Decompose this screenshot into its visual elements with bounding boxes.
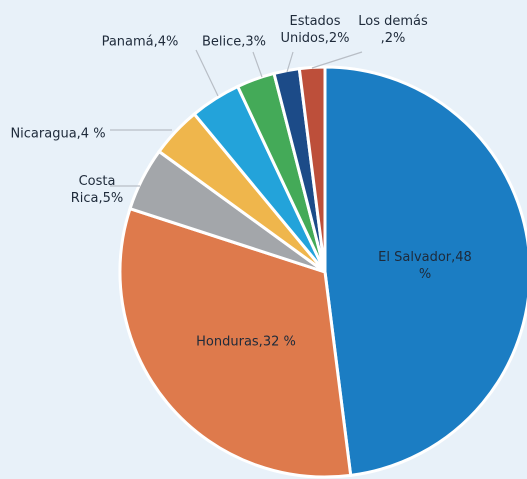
leader-line xyxy=(252,51,263,78)
leader-line xyxy=(195,49,219,97)
data-label: Panamá,4% xyxy=(101,34,179,50)
pie-slice xyxy=(118,206,353,479)
pie xyxy=(118,65,527,479)
data-label: Nicaragua,4 % xyxy=(10,126,106,142)
data-label: Estados Unidos,2% xyxy=(280,14,350,46)
pie-slice xyxy=(323,65,527,478)
data-label: Honduras,32 % xyxy=(196,334,296,350)
data-label: El Salvador,48 % xyxy=(378,250,472,282)
data-label: Belice,3% xyxy=(201,34,267,50)
data-label: Costa Rica,5% xyxy=(70,174,124,206)
leader-line xyxy=(286,51,294,73)
data-label: Los demás ,2% xyxy=(358,14,428,46)
leader-line xyxy=(311,51,363,69)
